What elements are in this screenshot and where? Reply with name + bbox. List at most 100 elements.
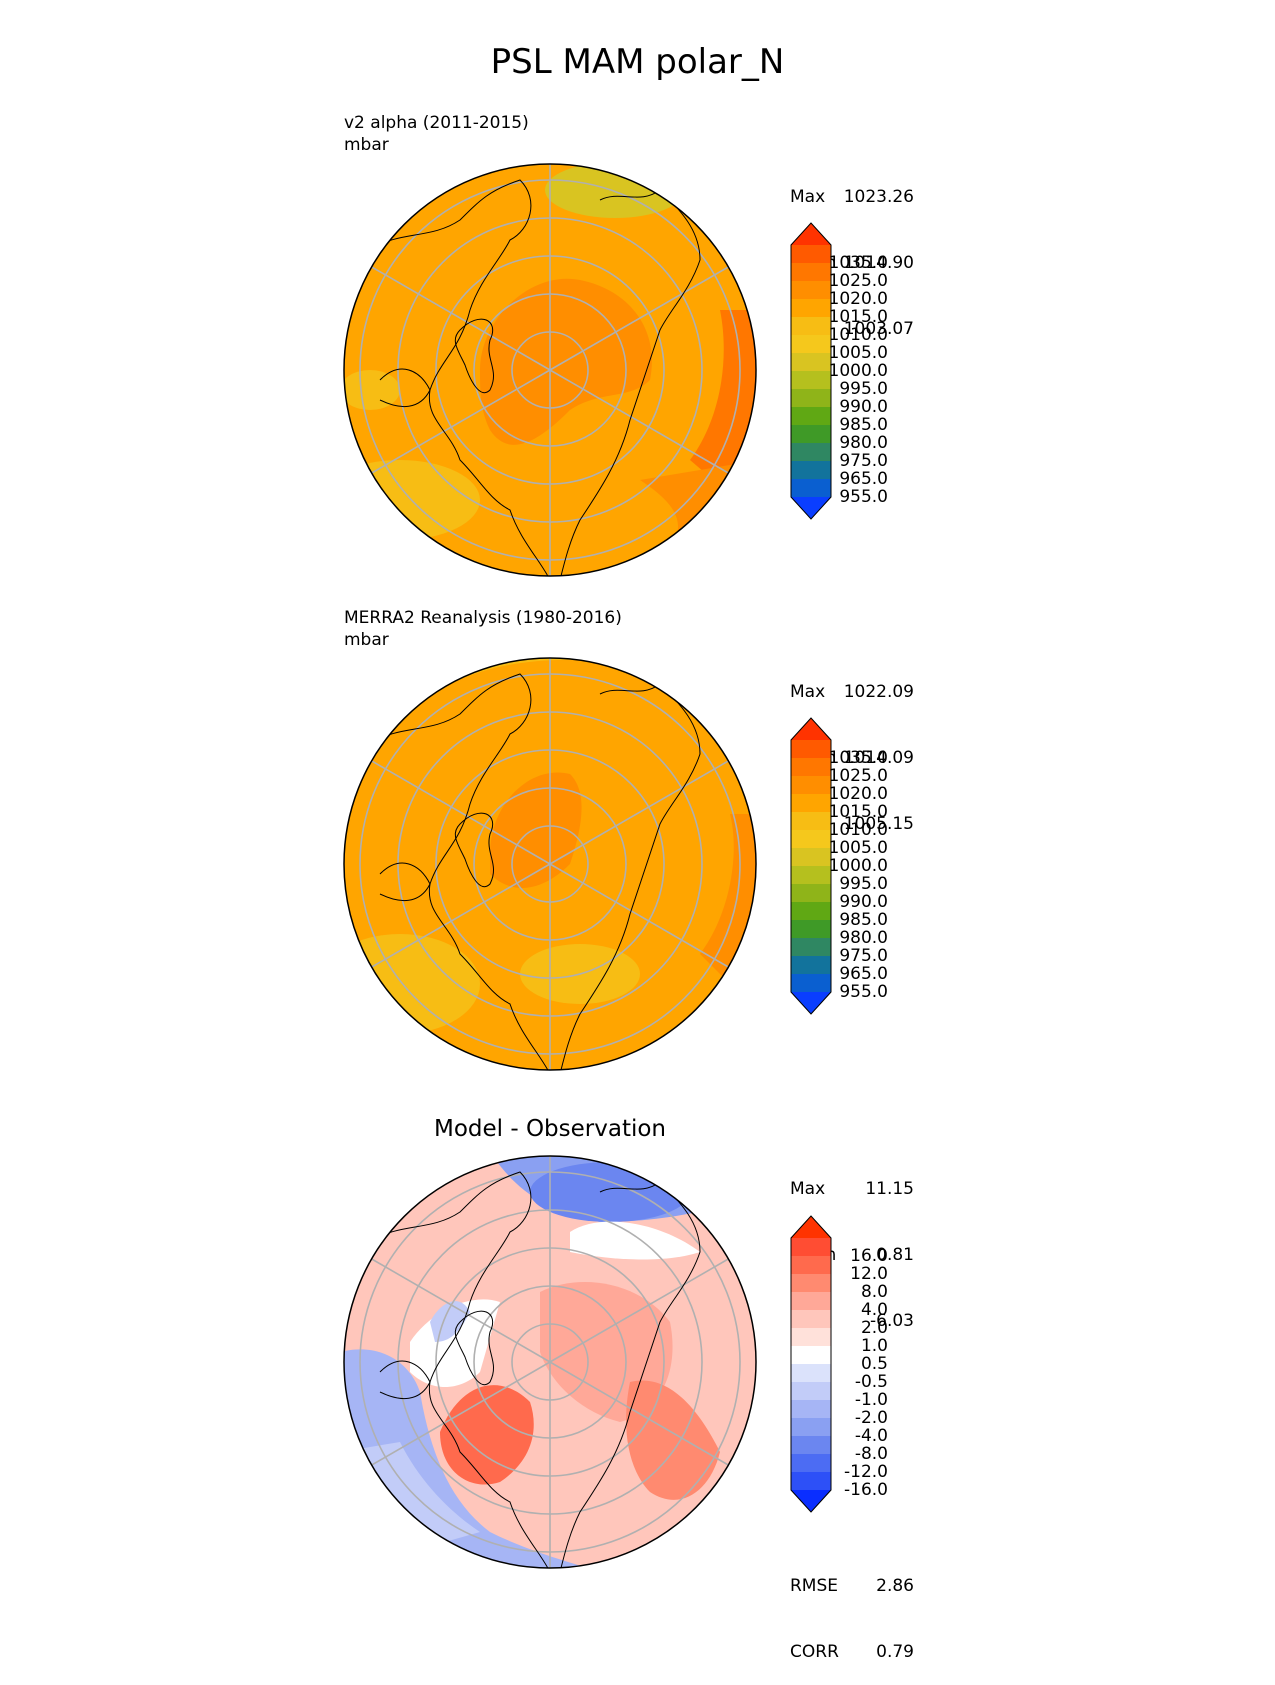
colorbar-segment bbox=[791, 866, 831, 885]
colorbar-tick-label: 980.0 bbox=[839, 928, 888, 948]
colorbar-segment bbox=[791, 776, 831, 795]
stat-label: Max bbox=[790, 187, 826, 207]
colorbar-tick-label: 1010.0 bbox=[828, 820, 888, 840]
map-2-boundary bbox=[343, 657, 757, 1071]
map-3-boundary bbox=[343, 1155, 757, 1569]
colorbar-tick-label: 965.0 bbox=[839, 964, 888, 984]
colorbar-tick-label: 985.0 bbox=[839, 415, 888, 435]
colorbar-segment bbox=[791, 1418, 831, 1437]
stat-label: Max bbox=[790, 1179, 826, 1199]
colorbar-tick-label: 985.0 bbox=[839, 910, 888, 930]
colorbar-segment bbox=[791, 407, 831, 426]
colorbar-segment bbox=[791, 317, 831, 336]
colorbar-segment bbox=[791, 974, 831, 993]
colorbar-segment bbox=[791, 1292, 831, 1311]
panel-2-name: MERRA2 Reanalysis (1980-2016) bbox=[344, 608, 622, 628]
colorbar-segment bbox=[791, 812, 831, 831]
map-1-orange-high bbox=[480, 278, 652, 445]
colorbar-segment bbox=[791, 848, 831, 867]
colorbar-tick-label: 995.0 bbox=[839, 874, 888, 894]
colorbar-svg bbox=[790, 717, 832, 1015]
colorbar-segment bbox=[791, 938, 831, 957]
colorbar-segment bbox=[791, 1454, 831, 1473]
colorbar-segment bbox=[791, 263, 831, 282]
colorbar-segment bbox=[791, 1310, 831, 1329]
colorbar-segment bbox=[791, 389, 831, 408]
colorbar-extend-top bbox=[791, 223, 831, 245]
colorbar-extend-top bbox=[791, 718, 831, 740]
panel-2-colorbar: 1035.0 1025.0 1020.0 1015.0 1010.0 1005.0 1000… bbox=[790, 717, 888, 1019]
colorbar-segment bbox=[791, 830, 831, 849]
stat-value: 1023.26 bbox=[843, 187, 914, 207]
metric-value: 2.86 bbox=[876, 1576, 914, 1596]
colorbar-tick-label: 1010.0 bbox=[828, 325, 888, 345]
colorbar-tick-label: 1020.0 bbox=[828, 289, 888, 309]
stat-value: 1005.15 bbox=[843, 814, 914, 834]
map-1-graticule bbox=[359, 164, 741, 576]
colorbar-segment bbox=[791, 1274, 831, 1293]
map-3-red-core bbox=[440, 1385, 534, 1485]
panel-1-name: v2 alpha (2011-2015) bbox=[344, 113, 529, 133]
colorbar-segment bbox=[791, 425, 831, 444]
colorbar-tick-label: 955.0 bbox=[839, 982, 888, 1002]
stat-value: 1022.09 bbox=[843, 682, 914, 702]
colorbar-segment bbox=[791, 479, 831, 498]
colorbar-segment bbox=[791, 920, 831, 939]
colorbar-segment bbox=[791, 884, 831, 903]
colorbar-tick-label: 965.0 bbox=[839, 469, 888, 489]
colorbar-tick-label: 12.0 bbox=[850, 1264, 888, 1284]
map-3-red-east bbox=[626, 1380, 720, 1500]
colorbar-segment bbox=[791, 1346, 831, 1365]
colorbar-tick-label: 1025.0 bbox=[828, 766, 888, 786]
panel-2-units: mbar bbox=[344, 630, 389, 650]
colorbar-extend-bottom bbox=[791, 1490, 831, 1512]
colorbar-tick-label: 1005.0 bbox=[828, 343, 888, 363]
colorbar-tick-label: -0.5 bbox=[854, 1372, 888, 1392]
colorbar-outline bbox=[790, 222, 832, 520]
panel-3-metrics: RMSE 2.86 CORR 0.79 bbox=[790, 1531, 914, 1685]
colorbar-tick-label: 980.0 bbox=[839, 433, 888, 453]
colorbar-tick-label: 1015.0 bbox=[828, 307, 888, 327]
colorbar-tick-label: 1020.0 bbox=[828, 784, 888, 804]
panel-1-colorbar: 1035.0 1025.0 1020.0 1015.0 1010.0 1005.0 1000… bbox=[790, 222, 888, 524]
colorbar-svg bbox=[790, 222, 832, 520]
colorbar-tick-label: 995.0 bbox=[839, 379, 888, 399]
colorbar-tick-label: 955.0 bbox=[839, 487, 888, 507]
colorbar-extend-bottom bbox=[791, 992, 831, 1014]
colorbar-tick-label: 975.0 bbox=[839, 451, 888, 471]
metric-value: 0.79 bbox=[876, 1642, 914, 1662]
stat-value: 1003.07 bbox=[843, 319, 914, 339]
colorbar-segment bbox=[791, 461, 831, 480]
colorbar-extend-bottom bbox=[791, 497, 831, 519]
colorbar-tick-label: -8.0 bbox=[854, 1444, 888, 1464]
map-1-boundary bbox=[343, 163, 757, 577]
colorbar-tick-label: 1025.0 bbox=[828, 271, 888, 291]
colorbar-tick-label: 1015.0 bbox=[828, 802, 888, 822]
colorbar-segment bbox=[791, 1256, 831, 1275]
panel-3-map bbox=[343, 1155, 757, 1569]
map-2-graticule bbox=[359, 658, 741, 1070]
panel-1-label: v2 alpha (2011-2015) mbar bbox=[344, 112, 529, 156]
colorbar-segment bbox=[791, 1238, 831, 1257]
colorbar-tick-label: -12.0 bbox=[844, 1462, 888, 1482]
map-3-graticule bbox=[359, 1156, 741, 1568]
colorbar-outline bbox=[790, 1215, 832, 1513]
colorbar-tick-label: 0.5 bbox=[860, 1354, 888, 1374]
colorbar-extend-top bbox=[791, 1216, 831, 1238]
colorbar-segment bbox=[791, 335, 831, 354]
colorbar-tick-label: 1005.0 bbox=[828, 838, 888, 858]
colorbar-tick-label: 2.0 bbox=[860, 1318, 888, 1338]
colorbar-segment bbox=[791, 353, 831, 372]
colorbar-tick-label: -16.0 bbox=[844, 1480, 888, 1500]
colorbar-segment bbox=[791, 1436, 831, 1455]
colorbar-svg bbox=[790, 1215, 832, 1513]
colorbar-tick-label: -4.0 bbox=[854, 1426, 888, 1446]
colorbar-tick-label: 990.0 bbox=[839, 892, 888, 912]
colorbar-tick-label: -2.0 bbox=[854, 1408, 888, 1428]
stat-value: 0.81 bbox=[876, 1245, 914, 1265]
colorbar-tick-label: 1035.0 bbox=[828, 748, 888, 768]
colorbar-tick-label: 975.0 bbox=[839, 946, 888, 966]
panel-1-units: mbar bbox=[344, 135, 389, 155]
colorbar-segment bbox=[791, 1364, 831, 1383]
colorbar-outline bbox=[790, 717, 832, 1015]
